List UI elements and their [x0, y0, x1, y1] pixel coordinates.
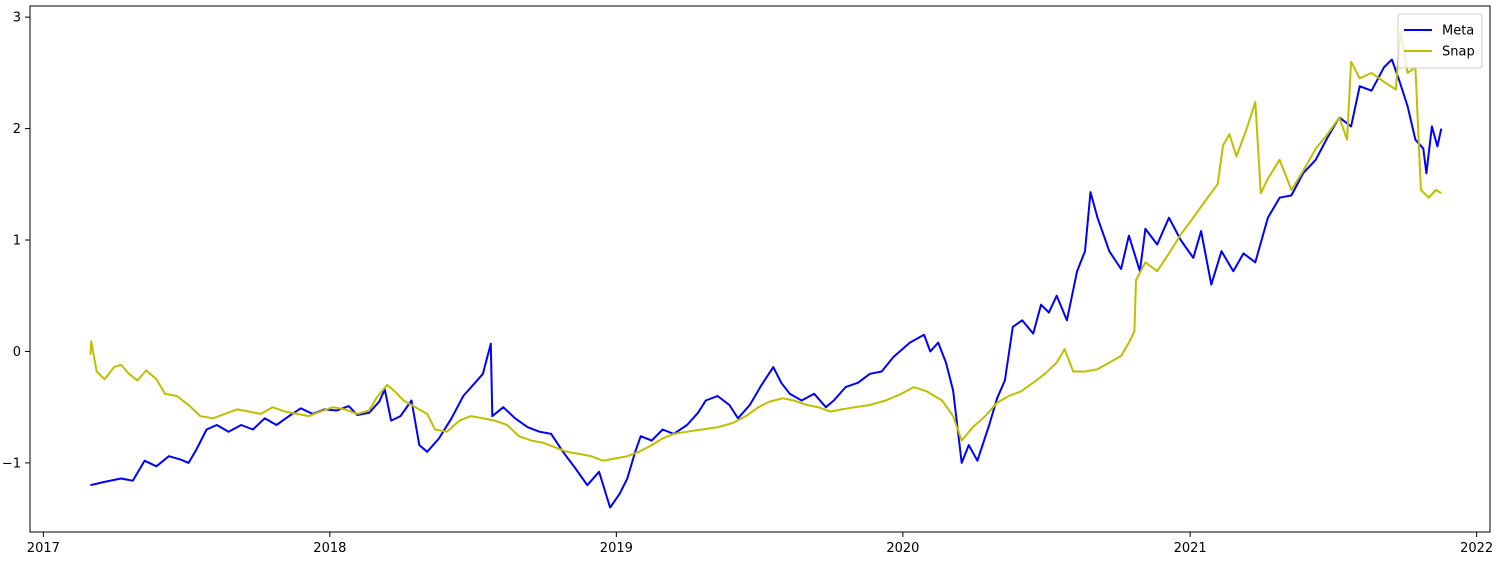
- x-tick-label-2021: 2021: [1174, 541, 1207, 556]
- series-layer: [89, 29, 1443, 509]
- x-axis: 2017 2018 2019 2020 2021 2022: [27, 532, 1493, 556]
- y-tick-label-0: 0: [13, 345, 21, 360]
- x-tick-label-2017: 2017: [27, 541, 60, 556]
- x-tick-label-2022: 2022: [1460, 541, 1493, 556]
- legend-label-snap: Snap: [1442, 45, 1475, 60]
- y-axis: −1 0 1 2 3: [2, 11, 30, 471]
- y-tick-label-3: 3: [13, 11, 21, 26]
- x-tick-label-2019: 2019: [600, 541, 633, 556]
- axes-frame: [29, 5, 1491, 533]
- y-tick-label-1: 1: [13, 234, 21, 249]
- legend: Meta Snap: [1397, 13, 1483, 69]
- y-tick-label--1: −1: [2, 456, 21, 471]
- x-tick-label-2020: 2020: [886, 541, 919, 556]
- series-line-meta: [90, 58, 1443, 509]
- series-line-snap: [89, 29, 1442, 462]
- legend-box: [1397, 13, 1483, 69]
- x-tick-label-2018: 2018: [313, 541, 346, 556]
- y-tick-label-2: 2: [13, 122, 21, 137]
- legend-label-meta: Meta: [1442, 24, 1474, 39]
